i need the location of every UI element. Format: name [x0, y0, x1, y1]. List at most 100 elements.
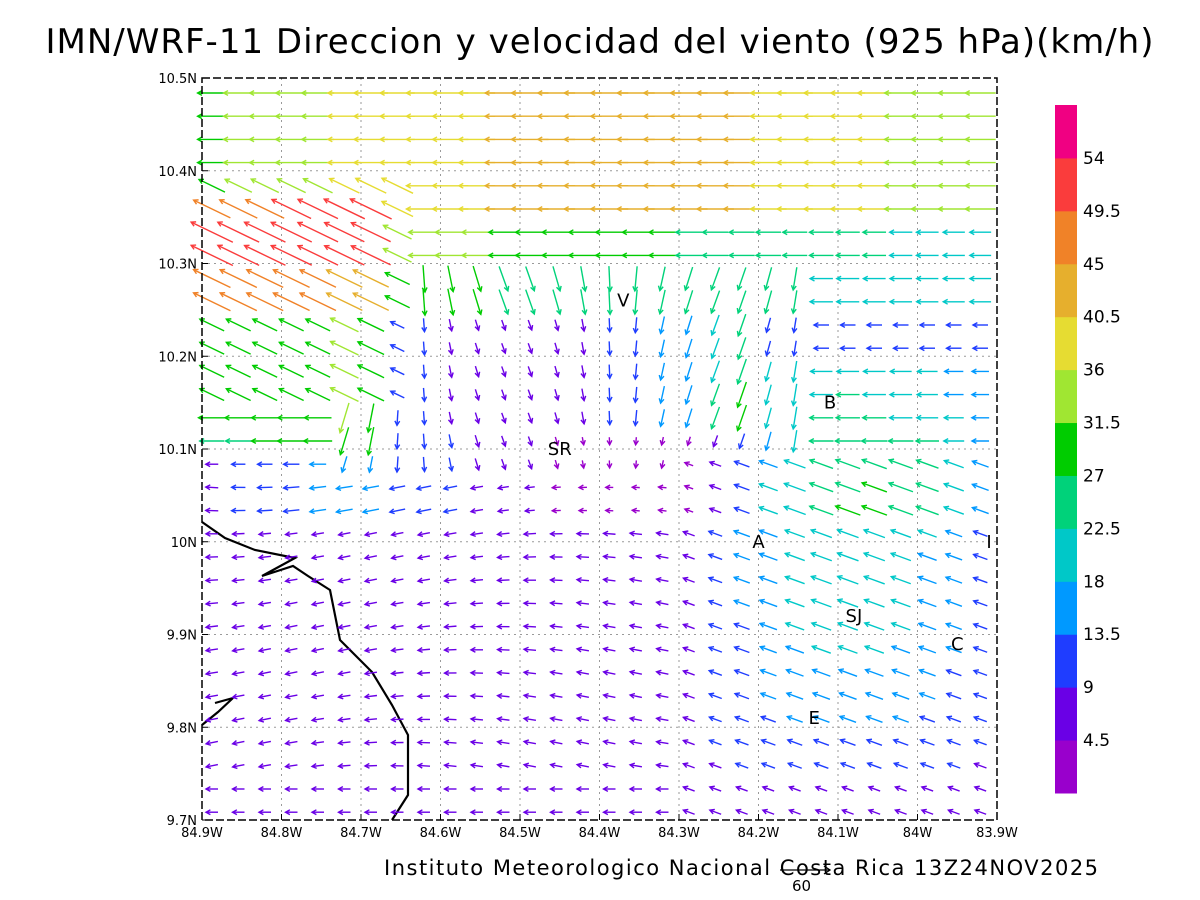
wind-vector	[809, 575, 832, 585]
wind-vector	[549, 553, 563, 560]
wind-vector	[522, 762, 537, 769]
axis-ticks: 84.9W 84.8W 84.7W 84.6W 84.5W 84.4W 84.3W 84.2W…	[158, 72, 1018, 841]
wind-vector	[602, 669, 616, 676]
wind-vector	[681, 623, 695, 630]
wind-vector	[361, 508, 380, 515]
wind-vector	[218, 268, 258, 289]
wind-vector	[808, 391, 833, 398]
wind-vector	[340, 456, 348, 474]
wind-vector	[863, 644, 885, 654]
wind-vector	[580, 411, 587, 426]
wind-vector	[363, 785, 377, 793]
wind-vector	[257, 716, 272, 723]
wind-vector	[863, 598, 885, 608]
wind-vector	[337, 647, 351, 654]
wind-vector	[580, 342, 587, 356]
colorbar-label: 9	[1083, 678, 1094, 698]
wind-vector	[684, 408, 693, 429]
wind-vector	[968, 275, 992, 282]
wind-vector	[296, 244, 339, 266]
wind-vector	[809, 368, 833, 375]
wind-vector	[421, 318, 428, 334]
wind-vector	[630, 507, 640, 514]
wind-vector	[251, 387, 278, 402]
wind-vector	[416, 762, 431, 769]
wind-vector	[628, 716, 643, 722]
wind-vector	[231, 647, 245, 654]
wind-vector	[575, 785, 589, 793]
wind-vector	[761, 808, 775, 815]
wind-vector	[487, 229, 519, 236]
wind-vector	[602, 600, 616, 607]
wind-vector	[811, 668, 831, 677]
reference-vector-label: 60	[792, 877, 812, 895]
wind-vector	[658, 316, 666, 335]
wind-vector	[447, 342, 454, 356]
wind-vector	[920, 808, 934, 815]
wind-vector	[231, 600, 245, 607]
wind-vector	[862, 368, 886, 375]
wind-vector	[284, 624, 298, 630]
colorbar-label: 18	[1083, 572, 1105, 592]
wind-vector	[942, 482, 965, 492]
wind-vector	[810, 644, 832, 654]
wind-vector	[812, 715, 830, 723]
wind-vector	[865, 345, 882, 352]
colorbar-label: 22.5	[1083, 519, 1121, 539]
wind-vector	[527, 389, 534, 401]
wind-vector	[244, 198, 285, 219]
place-label: SJ	[846, 606, 863, 627]
wind-vector	[733, 645, 750, 654]
wind-vector	[204, 507, 219, 514]
wind-vector	[783, 552, 805, 562]
wind-vector	[310, 600, 325, 607]
wind-vector	[580, 289, 588, 316]
wind-vector	[784, 575, 805, 585]
wind-vector	[196, 136, 227, 143]
wind-vector	[707, 576, 723, 584]
wind-vector	[865, 738, 883, 746]
wind-vector	[296, 198, 339, 220]
wind-vector	[920, 785, 934, 792]
lon-tick-label: 84.9W	[181, 826, 223, 841]
wind-vector	[256, 484, 273, 491]
wind-vector	[839, 345, 856, 352]
wind-vector	[942, 391, 964, 398]
wind-vector	[448, 434, 454, 450]
wind-vector	[763, 384, 772, 406]
wind-vector	[970, 506, 989, 515]
lat-tick-label: 10.2N	[158, 350, 197, 365]
wind-vector	[835, 391, 860, 398]
coastline-path	[201, 696, 234, 726]
wind-vector	[602, 553, 616, 560]
wind-vector	[834, 458, 861, 470]
wind-vector	[786, 738, 803, 746]
wind-vector	[549, 809, 563, 816]
wind-vector	[257, 740, 272, 746]
wind-vector	[310, 785, 324, 793]
wind-vector	[764, 431, 772, 452]
wind-vector	[606, 364, 613, 380]
wind-vector	[963, 89, 996, 97]
wind-vector	[784, 645, 805, 654]
wind-vector	[230, 507, 246, 514]
wind-vector	[231, 785, 245, 793]
wind-vector	[602, 530, 616, 537]
wind-vector	[606, 387, 613, 403]
wind-vector	[835, 298, 860, 305]
wind-vector	[447, 318, 454, 333]
wind-vector	[389, 320, 405, 329]
wind-vector	[527, 436, 534, 447]
wind-vector	[380, 177, 414, 194]
wind-vector	[389, 343, 405, 353]
wind-vector	[496, 600, 510, 607]
wind-vector	[496, 507, 509, 514]
wind-vector	[944, 622, 963, 631]
wind-vector	[329, 340, 359, 356]
wind-vector	[575, 600, 590, 607]
wind-vector	[919, 738, 935, 746]
wind-vector	[758, 622, 778, 631]
colorbar-segment	[1055, 316, 1077, 371]
wind-vector	[421, 364, 428, 380]
wind-vector	[864, 691, 884, 700]
